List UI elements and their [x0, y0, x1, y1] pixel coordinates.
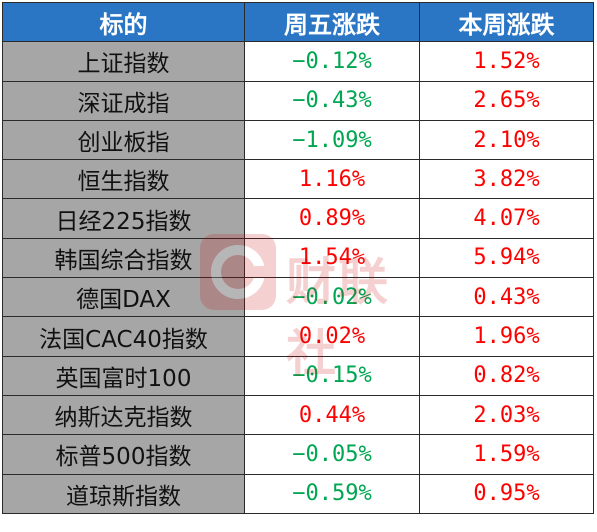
table-row: 纳斯达克指数 0.44% 2.03% [2, 394, 594, 436]
table-row: 德国DAX −0.02% 0.43% [2, 277, 594, 318]
table-row: 上证指数 −0.12% 1.52% [2, 41, 594, 82]
table-row: 日经225指数 0.89% 4.07% [2, 198, 594, 239]
week-change: 1.52% [419, 41, 594, 82]
friday-change: 0.89% [244, 198, 420, 239]
market-change-table: 标的 周五涨跌 本周涨跌 上证指数 −0.12% 1.52% 深证成指 −0.43% 2.… [2, 1, 594, 514]
index-name: 道琼斯指数 [2, 473, 245, 514]
friday-change: −0.15% [244, 355, 420, 396]
week-change: 0.82% [419, 355, 594, 396]
index-name: 标普500指数 [2, 434, 245, 475]
table-row: 韩国综合指数 1.54% 5.94% [2, 237, 594, 279]
table-header: 标的 周五涨跌 本周涨跌 [2, 1, 594, 43]
table-row: 道琼斯指数 −0.59% 0.95% [2, 473, 594, 514]
week-change: 0.95% [419, 473, 594, 514]
friday-change: −0.43% [244, 80, 420, 121]
index-name: 韩国综合指数 [2, 237, 245, 279]
index-name: 深证成指 [2, 80, 245, 121]
friday-change: 0.44% [244, 394, 420, 436]
table-row: 恒生指数 1.16% 3.82% [2, 159, 594, 200]
friday-change: −0.12% [244, 41, 420, 82]
index-name: 法国CAC40指数 [2, 316, 245, 357]
index-name: 上证指数 [2, 41, 245, 82]
index-name: 德国DAX [2, 277, 245, 318]
week-change: 2.10% [419, 119, 594, 161]
header-name: 标的 [2, 1, 245, 43]
index-name: 恒生指数 [2, 159, 245, 200]
friday-change: −0.05% [244, 434, 420, 475]
friday-change: 1.54% [244, 237, 420, 279]
index-name: 纳斯达克指数 [2, 394, 245, 436]
week-change: 5.94% [419, 237, 594, 279]
table-body: 上证指数 −0.12% 1.52% 深证成指 −0.43% 2.65% 创业板指 −1.09%… [2, 41, 594, 514]
week-change: 3.82% [419, 159, 594, 200]
index-name: 创业板指 [2, 119, 245, 161]
table-row: 深证成指 −0.43% 2.65% [2, 80, 594, 121]
index-name: 日经225指数 [2, 198, 245, 239]
friday-change: −0.02% [244, 277, 420, 318]
table-row: 法国CAC40指数 0.02% 1.96% [2, 316, 594, 357]
week-change: 2.03% [419, 394, 594, 436]
friday-change: −0.59% [244, 473, 420, 514]
week-change: 0.43% [419, 277, 594, 318]
table-row: 英国富时100 −0.15% 0.82% [2, 355, 594, 396]
friday-change: 1.16% [244, 159, 420, 200]
friday-change: 0.02% [244, 316, 420, 357]
week-change: 2.65% [419, 80, 594, 121]
header-row: 标的 周五涨跌 本周涨跌 [2, 1, 594, 43]
table-row: 标普500指数 −0.05% 1.59% [2, 434, 594, 475]
week-change: 1.96% [419, 316, 594, 357]
header-friday-change: 周五涨跌 [244, 1, 420, 43]
table-row: 创业板指 −1.09% 2.10% [2, 119, 594, 161]
friday-change: −1.09% [244, 119, 420, 161]
week-change: 1.59% [419, 434, 594, 475]
header-week-change: 本周涨跌 [419, 1, 594, 43]
index-name: 英国富时100 [2, 355, 245, 396]
week-change: 4.07% [419, 198, 594, 239]
